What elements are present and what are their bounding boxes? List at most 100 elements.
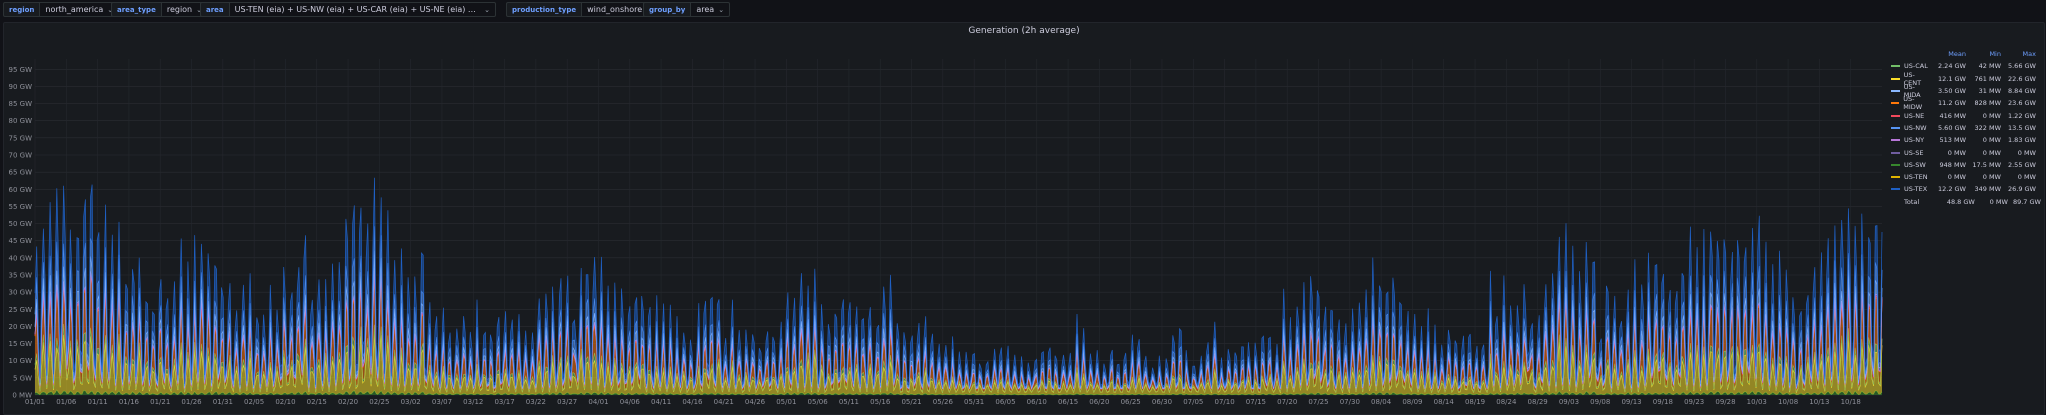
panel-title[interactable]: Generation (2h average) [968, 26, 1080, 36]
variable-value: area [696, 5, 715, 14]
variable-area[interactable]: area US-TEN (eia) + US-NW (eia) + US-CAR… [200, 2, 496, 17]
legend-min: 0 MW [1982, 136, 2001, 145]
legend-mean: 0 MW [1947, 148, 1966, 157]
x-tick-label: 02/05 [244, 398, 264, 406]
legend-item-us-cent[interactable]: US-CENT 12.1 GW 761 MW 22.6 GW [1891, 71, 2041, 87]
legend-color-swatch [1891, 139, 1900, 142]
legend-series-label: US-CAL [1904, 62, 1928, 71]
y-tick-label: 90 GW [9, 83, 33, 91]
x-tick-label: 09/18 [1653, 398, 1673, 406]
x-tick-label: 04/06 [620, 398, 641, 406]
legend-header: Mean Min Max [1891, 48, 2041, 60]
y-tick-label: 55 GW [9, 203, 33, 211]
x-tick-label: 04/21 [714, 398, 734, 406]
legend-item-us-ten[interactable]: US-TEN 0 MW 0 MW 0 MW [1891, 171, 2041, 183]
legend-mean: 11.2 GW [1937, 99, 1966, 108]
legend-item-us-cal[interactable]: US-CAL 2.24 GW 42 MW 5.66 GW [1891, 60, 2041, 72]
legend-mean: 5.60 GW [1937, 123, 1966, 132]
variable-production-type[interactable]: production_type wind_onshore⌄ [506, 2, 659, 17]
x-tick-label: 01/31 [213, 398, 233, 406]
legend-header-min[interactable]: Min [1989, 50, 2001, 59]
generation-chart[interactable]: 0 MW 5 GW 10 GW 15 GW 20 GW 25 GW 30 GW 35 GW 40… [4, 23, 2044, 414]
legend-item-us-sw[interactable]: US-SW 948 MW 17.5 MW 2.55 GW [1891, 159, 2041, 171]
legend-mean: 513 MW [1939, 136, 1966, 145]
legend-mean: 416 MW [1939, 111, 1966, 120]
legend-max: 0 MW [2017, 173, 2036, 182]
x-tick-label: 06/10 [1027, 398, 1047, 406]
series-us-tex[interactable] [34, 177, 1883, 388]
variable-dropdown[interactable]: US-TEN (eia) + US-NW (eia) + US-CAR (eia… [228, 2, 496, 17]
legend-series-name: US-TEX [1891, 185, 1931, 193]
variable-value: wind_onshore [587, 5, 643, 14]
variable-group-by[interactable]: group_by area ⌄ [643, 2, 731, 17]
series-area [35, 271, 1882, 392]
y-tick-label: 35 GW [9, 272, 33, 280]
variable-region[interactable]: region north_america⌄ [3, 2, 120, 17]
x-tick-label: 01/21 [150, 398, 170, 406]
y-tick-label: 40 GW [9, 254, 33, 262]
x-tick-label: 03/22 [526, 398, 546, 406]
variable-dropdown[interactable]: area ⌄ [690, 2, 731, 17]
x-tick-label: 07/25 [1308, 398, 1328, 406]
y-tick-label: 95 GW [9, 66, 33, 74]
y-tick-label: 70 GW [9, 152, 33, 160]
x-tick-label: 06/25 [1121, 398, 1141, 406]
legend-item-us-ny[interactable]: US-NY 513 MW 0 MW 1.83 GW [1891, 134, 2041, 146]
x-tick-label: 05/16 [870, 398, 891, 406]
legend-series-name: US-NY [1891, 136, 1931, 144]
series-line [34, 177, 1883, 388]
legend-color-swatch [1891, 65, 1900, 68]
variable-label: area [200, 2, 229, 17]
x-tick-label: 04/01 [588, 398, 608, 406]
legend-mean: 0 MW [1947, 173, 1966, 182]
legend-item-us-ne[interactable]: US-NE 416 MW 0 MW 1.22 GW [1891, 109, 2041, 121]
x-tick-label: 07/30 [1340, 398, 1360, 406]
y-tick-label: 5 GW [13, 374, 32, 382]
legend-color-swatch [1891, 102, 1900, 105]
y-tick-label: 50 GW [9, 220, 33, 228]
variable-dropdown[interactable]: region⌄ [160, 2, 209, 17]
chevron-down-icon: ⌄ [484, 5, 490, 14]
legend-header-mean[interactable]: Mean [1948, 50, 1966, 59]
legend-series-name: US-TEN [1891, 173, 1931, 181]
x-tick-label: 01/16 [119, 398, 140, 406]
variable-label: group_by [643, 2, 691, 17]
x-tick-label: 04/26 [745, 398, 766, 406]
legend-min: 349 MW [1974, 185, 2001, 194]
legend-max: 5.66 GW [2007, 62, 2036, 71]
legend-series-label: US-SE [1904, 148, 1924, 157]
legend-header-max[interactable]: Max [2022, 50, 2036, 59]
x-tick-label: 09/13 [1621, 398, 1641, 406]
x-tick-label: 01/01 [25, 398, 45, 406]
legend-mean: 3.50 GW [1937, 87, 1966, 96]
generation-panel: Generation (2h average) 0 MW 5 GW 10 GW 15 … [3, 22, 2045, 415]
x-tick-label: 03/12 [463, 398, 483, 406]
legend-series-name: US-SE [1891, 149, 1931, 157]
x-tick-label: 07/20 [1277, 398, 1297, 406]
legend-item-us-midw[interactable]: US-MIDW 11.2 GW 828 MW 23.6 GW [1891, 95, 2041, 111]
y-tick-label: 20 GW [9, 323, 33, 331]
legend-item-us-nw[interactable]: US-NW 5.60 GW 322 MW 13.5 GW [1891, 122, 2041, 134]
x-tick-label: 05/26 [933, 398, 954, 406]
legend-series-label: US-TEN [1904, 173, 1928, 182]
x-tick-label: 06/05 [995, 398, 1015, 406]
x-tick-label: 01/26 [181, 398, 202, 406]
x-tick-label: 09/28 [1715, 398, 1735, 406]
x-tick-label: 09/08 [1590, 398, 1610, 406]
legend-series-name: US-NE [1891, 112, 1931, 120]
legend-series-label: US-NW [1904, 123, 1927, 132]
variable-dropdown[interactable]: north_america⌄ [39, 2, 120, 17]
legend-total-row: Total 48.8 GW 0 MW 89.7 GW [1891, 196, 2041, 208]
legend-item-us-mida[interactable]: US-MIDA 3.50 GW 31 MW 8.84 GW [1891, 83, 2041, 100]
variable-value: region [166, 5, 193, 14]
x-tick-label: 02/20 [338, 398, 358, 406]
legend-series-name: US-MIDW [1891, 95, 1931, 111]
x-tick-label: 02/10 [275, 398, 295, 406]
legend-series-label: US-MIDA [1903, 83, 1921, 100]
variable-area-type[interactable]: area_type region⌄ [111, 2, 209, 17]
legend-item-us-se[interactable]: US-SE 0 MW 0 MW 0 MW [1891, 146, 2041, 158]
x-tick-label: 03/27 [557, 398, 577, 406]
legend-max: 23.6 GW [2007, 99, 2036, 108]
legend-item-us-tex[interactable]: US-TEX 12.2 GW 349 MW 26.9 GW [1891, 183, 2041, 195]
y-tick-label: 85 GW [9, 100, 33, 108]
